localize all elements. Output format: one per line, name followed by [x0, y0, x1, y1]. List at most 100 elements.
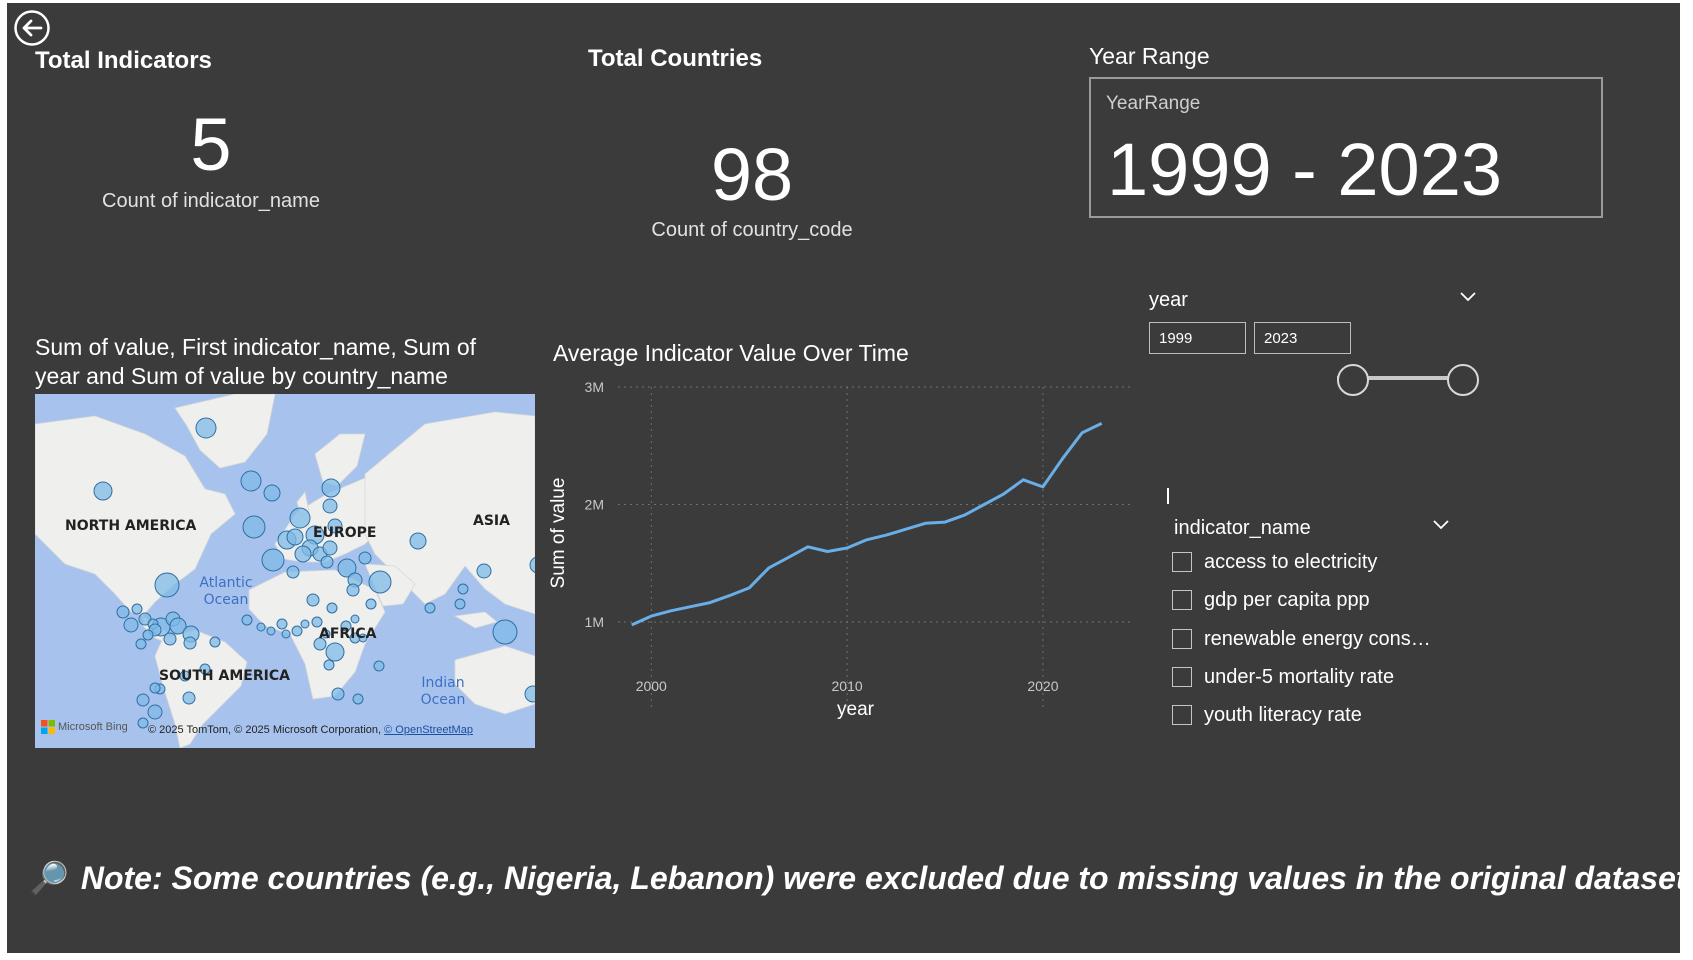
map-bubble[interactable] — [240, 470, 262, 492]
x-tick-label: 2010 — [832, 678, 863, 694]
map-bubble[interactable] — [286, 528, 304, 546]
indicator-option-label: access to electricity — [1204, 550, 1378, 573]
map-bubble[interactable] — [163, 632, 177, 646]
map-label-europe: EUROPE — [313, 525, 377, 541]
map-bubble[interactable] — [358, 633, 368, 643]
openstreetmap-link[interactable]: © OpenStreetMap — [384, 724, 473, 736]
map-bubble[interactable] — [373, 660, 385, 672]
indicator-option[interactable]: renewable energy cons… — [1172, 624, 1431, 654]
map-bubble[interactable] — [281, 629, 291, 639]
year-slider-end-handle[interactable] — [1447, 364, 1479, 396]
map-bubble[interactable] — [326, 602, 338, 614]
map-label-north-america: NORTH AMERICA — [65, 518, 197, 534]
indicator-option[interactable]: under-5 mortality rate — [1172, 662, 1394, 692]
map-bubble[interactable] — [147, 704, 163, 720]
checkbox[interactable] — [1172, 629, 1192, 649]
map-bubble[interactable] — [325, 642, 345, 662]
series-line[interactable] — [631, 422, 1103, 627]
year-end-input[interactable] — [1254, 322, 1351, 354]
bubble-map[interactable]: NORTH AMERICA EUROPE ASIA AFRICA SOUTH A… — [35, 394, 535, 748]
map-bubble[interactable] — [182, 691, 196, 705]
map-bubble[interactable] — [179, 670, 191, 682]
map-bubble[interactable] — [352, 693, 364, 705]
back-arrow-icon[interactable] — [13, 9, 51, 47]
map-bubble[interactable] — [294, 545, 312, 563]
map-bubble[interactable] — [154, 572, 180, 598]
year-slicer-label: year — [1149, 289, 1188, 311]
indicator-option[interactable]: youth literacy rate — [1172, 700, 1362, 730]
map-bubble[interactable] — [289, 507, 311, 529]
year-range-card: YearRange 1999 - 2023 — [1089, 77, 1603, 218]
map-bubble[interactable] — [93, 481, 113, 501]
checkbox[interactable] — [1172, 667, 1192, 687]
year-start-input[interactable] — [1149, 322, 1246, 354]
map-bubble[interactable] — [424, 602, 436, 614]
map-bubble[interactable] — [331, 687, 345, 701]
checkbox[interactable] — [1172, 552, 1192, 572]
checkbox[interactable] — [1172, 705, 1192, 725]
map-bubble[interactable] — [350, 614, 360, 624]
map-bubble[interactable] — [409, 532, 427, 550]
chevron-down-icon[interactable] — [1459, 291, 1477, 303]
map-bubble[interactable] — [199, 663, 211, 675]
map-bubble[interactable] — [242, 515, 266, 539]
map-bubble[interactable] — [524, 685, 535, 703]
map-bubble[interactable] — [358, 551, 372, 565]
map-bubble[interactable] — [149, 682, 161, 694]
indicator-option[interactable]: gdp per capita ppp — [1172, 585, 1370, 615]
map-bubble[interactable] — [131, 603, 143, 615]
map-bubble[interactable] — [346, 583, 360, 597]
map-bubble[interactable] — [123, 617, 139, 633]
map-bubble[interactable] — [323, 659, 335, 671]
map-bubble[interactable] — [322, 498, 338, 514]
atlantic-line2: Ocean — [203, 592, 249, 608]
map-bubble[interactable] — [476, 563, 492, 579]
map-bubble[interactable] — [368, 570, 392, 594]
map-bubble[interactable] — [261, 548, 285, 572]
map-bubble[interactable] — [311, 616, 323, 628]
map-bubble[interactable] — [322, 540, 338, 556]
line-chart[interactable]: 1M 2M 3M 2000 2010 2020 year Sum of value — [543, 369, 1153, 759]
map-bubble[interactable] — [116, 605, 130, 619]
map-bubble[interactable] — [256, 622, 266, 632]
map-bubble[interactable] — [454, 598, 466, 610]
map-bubble[interactable] — [291, 625, 303, 637]
map-bubble[interactable] — [137, 717, 149, 729]
map-bubble[interactable] — [313, 637, 327, 651]
map-bubble[interactable] — [286, 565, 300, 579]
map-bubble[interactable] — [183, 636, 197, 650]
year-slider-start-handle[interactable] — [1337, 364, 1369, 396]
map-bubble[interactable] — [321, 629, 331, 639]
indicator-option[interactable]: access to electricity — [1172, 547, 1377, 577]
kpi-indicators-value: 5 — [190, 103, 232, 186]
report-canvas: Total Indicators 5 Count of indicator_na… — [7, 3, 1693, 953]
map-bubble[interactable] — [169, 617, 187, 635]
chevron-down-icon[interactable] — [1432, 519, 1450, 531]
map-bubble[interactable] — [340, 620, 352, 632]
y-tick-label: 1M — [585, 614, 604, 630]
map-bubble[interactable] — [135, 638, 147, 650]
map-bubble[interactable] — [492, 619, 518, 645]
map-bubble[interactable] — [300, 619, 310, 629]
map-bubble[interactable] — [276, 618, 288, 630]
map-bubble[interactable] — [142, 629, 154, 641]
map-bubble[interactable] — [365, 598, 377, 610]
checkbox[interactable] — [1172, 590, 1192, 610]
map-bubble[interactable] — [136, 693, 150, 707]
map-bubble[interactable] — [241, 614, 253, 626]
map-bubble[interactable] — [529, 557, 535, 573]
year-range-card-label: YearRange — [1106, 93, 1201, 114]
map-bubble[interactable] — [457, 583, 469, 595]
map-bubble[interactable] — [306, 593, 320, 607]
map-label-africa: AFRICA — [319, 626, 377, 642]
map-bubble[interactable] — [209, 636, 221, 648]
map-label-indian-ocean: Indian Ocean — [413, 675, 473, 709]
map-bubble[interactable] — [195, 417, 217, 439]
indicator-option-label: renewable energy cons… — [1204, 627, 1431, 650]
map-bubble[interactable] — [327, 518, 343, 534]
map-bubble[interactable] — [320, 555, 334, 569]
map-bubble[interactable] — [266, 626, 276, 636]
map-bubble[interactable] — [321, 478, 341, 498]
map-bubble[interactable] — [337, 558, 357, 578]
map-bubble[interactable] — [263, 484, 281, 502]
